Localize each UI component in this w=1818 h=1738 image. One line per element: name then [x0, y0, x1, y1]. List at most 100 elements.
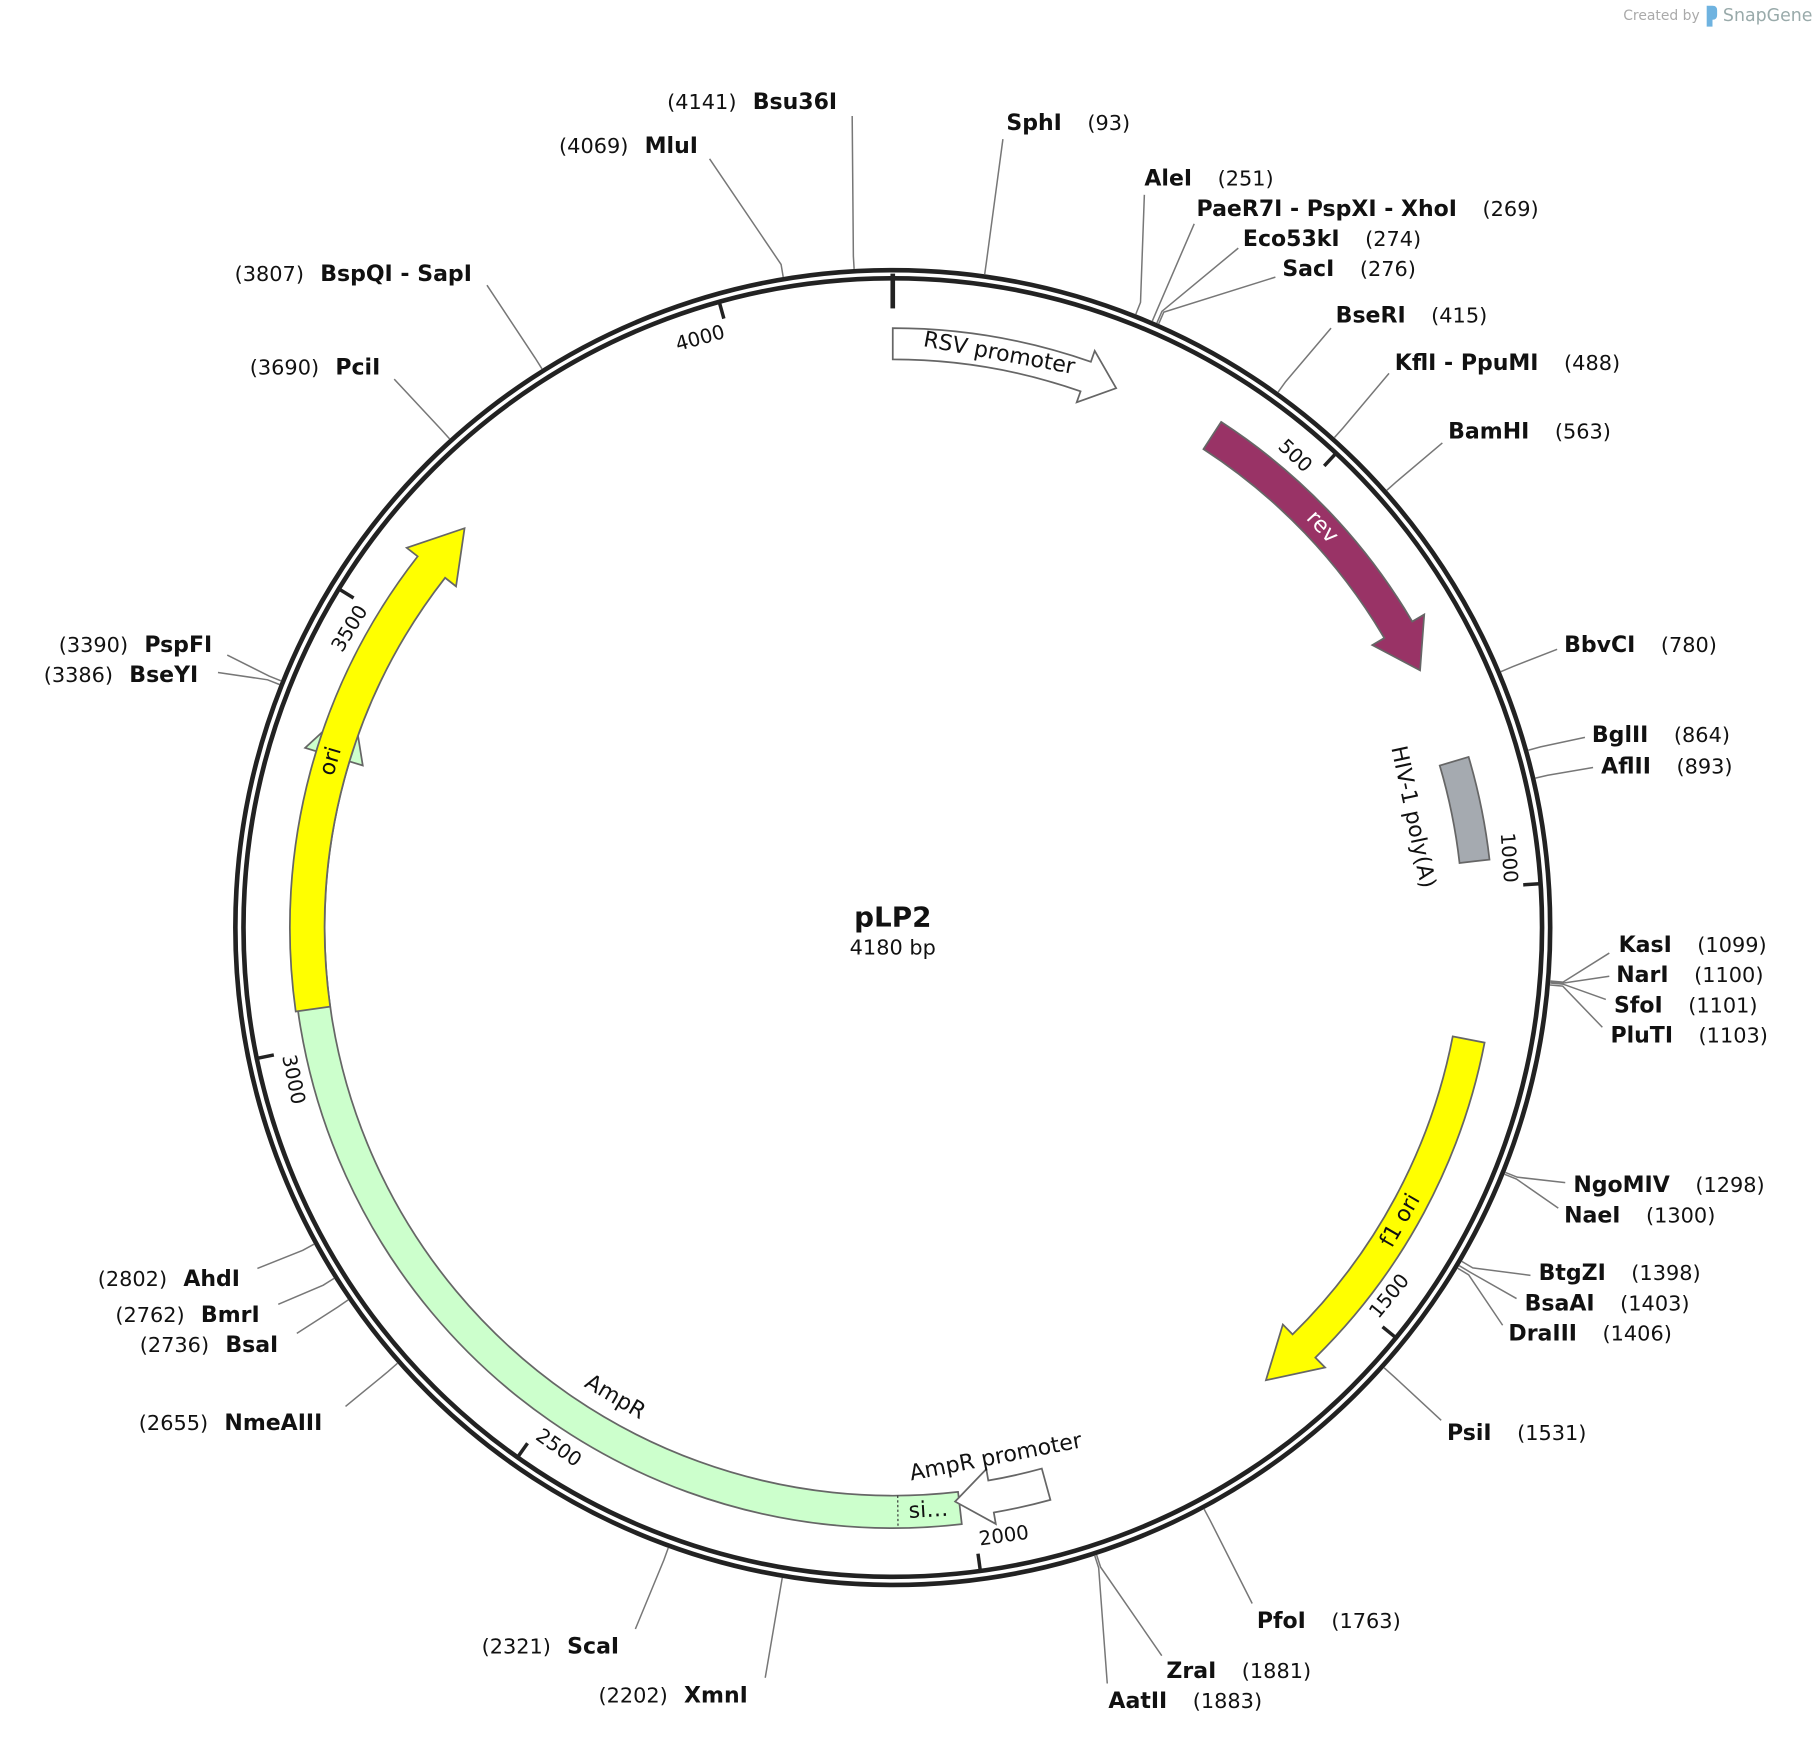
site-position: (3807)	[235, 262, 304, 286]
plasmid-name: pLP2	[854, 900, 931, 933]
backbone-outer	[233, 267, 1553, 1588]
site-line	[1157, 276, 1276, 325]
site-label: (3390) PspFI	[59, 633, 212, 658]
site-line	[1500, 648, 1558, 673]
enzyme-name: SfoI	[1614, 993, 1663, 1018]
enzyme-name: BspQI - SapI	[320, 262, 472, 287]
site-label: PluTI (1103)	[1610, 1024, 1767, 1049]
enzyme-name: PspFI	[144, 633, 212, 658]
site-label: (2762) BmrI	[115, 1303, 259, 1328]
tick-mark	[257, 1053, 275, 1060]
site-position: (1300)	[1646, 1203, 1715, 1227]
site-label: (4141) Bsu36I	[667, 90, 837, 115]
site-position: (1763)	[1331, 1609, 1400, 1633]
site-position: (1099)	[1697, 933, 1766, 957]
site-label: BbvCI (780)	[1564, 633, 1717, 658]
enzyme-name: NaeI	[1564, 1203, 1620, 1228]
enzyme-name: PciI	[335, 356, 380, 381]
enzyme-name: XmnI	[684, 1683, 748, 1708]
site-line	[1156, 247, 1239, 324]
site-position: (4141)	[667, 90, 736, 114]
site-position: (2655)	[139, 1411, 208, 1435]
site-label: NarI (1100)	[1616, 963, 1763, 988]
enzyme-name: AhdI	[183, 1267, 240, 1292]
site-position: (3390)	[59, 633, 128, 657]
site-label: SphI (93)	[1006, 111, 1130, 136]
enzyme-name: NmeAIII	[224, 1411, 322, 1436]
site-line	[1461, 1260, 1531, 1277]
site-position: (1100)	[1694, 963, 1763, 987]
site-label: BtgZI (1398)	[1539, 1261, 1701, 1286]
brand: SnapGene	[1723, 6, 1813, 26]
site-line	[1458, 1265, 1517, 1300]
feature-arrow	[1202, 420, 1426, 672]
enzyme-name: AleI	[1144, 167, 1192, 192]
site-line	[1457, 1267, 1504, 1326]
enzyme-name: KasI	[1619, 933, 1672, 958]
site-label: BseRI (415)	[1336, 304, 1488, 329]
enzyme-name: MluI	[645, 134, 698, 159]
site-position: (1298)	[1695, 1173, 1764, 1197]
feature-arrow	[953, 1467, 1052, 1526]
tick-mark	[1381, 1325, 1397, 1339]
enzyme-name: BglII	[1592, 723, 1648, 748]
site-position: (2762)	[115, 1303, 184, 1327]
site-position: (864)	[1674, 723, 1730, 747]
site-label: (3690) PciI	[250, 356, 381, 381]
site-line	[764, 1577, 783, 1678]
site-line	[1383, 1367, 1442, 1421]
tick-label: 4000	[673, 320, 727, 356]
site-label: DraIII (1406)	[1508, 1322, 1671, 1347]
site-line	[393, 378, 451, 440]
site-position: (269)	[1483, 197, 1539, 221]
enzyme-name: Bsu36I	[753, 90, 837, 115]
tick-label: 2000	[977, 1521, 1030, 1551]
site-line	[851, 115, 855, 270]
site-position: (3690)	[250, 356, 319, 380]
site-line	[1151, 223, 1195, 322]
site-position: (1406)	[1603, 1322, 1672, 1346]
site-label: (4069) MluI	[559, 134, 698, 159]
site-label: (2736) BsaI	[140, 1333, 279, 1358]
tick-mark	[717, 302, 726, 320]
site-label: BamHI (563)	[1448, 419, 1611, 444]
site-label: (2321) ScaI	[482, 1635, 620, 1660]
site-position: (415)	[1431, 304, 1487, 328]
feature-label: si…	[908, 1497, 949, 1524]
site-line	[1528, 736, 1586, 751]
site-position: (274)	[1365, 227, 1421, 251]
site-label: (2655) NmeAIII	[139, 1411, 323, 1436]
enzyme-name: BamHI	[1448, 419, 1529, 444]
tick-mark	[1322, 452, 1337, 468]
site-position: (1103)	[1699, 1024, 1768, 1048]
brand-icon	[1706, 5, 1718, 27]
enzyme-name: AflII	[1601, 755, 1651, 780]
site-label: (2802) AhdI	[98, 1267, 240, 1292]
site-label: ZraI (1881)	[1166, 1659, 1311, 1684]
tick-mark	[516, 1442, 529, 1458]
site-line	[296, 1299, 349, 1334]
site-position: (1101)	[1688, 993, 1757, 1017]
site-line	[708, 158, 784, 278]
site-label: PaeR7I - PspXI - XhoI (269)	[1197, 197, 1539, 222]
site-label: (2202) XmnI	[598, 1683, 747, 1708]
feature-label: AmpR promoter	[908, 1428, 1085, 1486]
site-label: SfoI (1101)	[1614, 993, 1758, 1018]
feature-arrow	[1264, 1035, 1486, 1382]
site-label: AleI (251)	[1144, 167, 1273, 192]
site-label: AflII (893)	[1601, 755, 1732, 780]
enzyme-name: DraIII	[1508, 1322, 1577, 1347]
site-line	[226, 654, 282, 682]
site-line	[1505, 1171, 1566, 1184]
site-line	[1333, 372, 1390, 439]
site-label: (3807) BspQI - SapI	[235, 262, 472, 287]
site-label: PsiI (1531)	[1447, 1421, 1586, 1446]
site-label: (3386) BseYI	[44, 663, 199, 688]
enzyme-name: PaeR7I - PspXI - XhoI	[1197, 197, 1457, 222]
site-position: (3386)	[44, 663, 113, 687]
enzyme-name: ZraI	[1166, 1659, 1216, 1684]
enzyme-name: KflI - PpuMI	[1395, 351, 1539, 376]
site-line	[277, 1277, 335, 1306]
site-position: (93)	[1087, 111, 1130, 135]
site-position: (780)	[1661, 633, 1717, 657]
